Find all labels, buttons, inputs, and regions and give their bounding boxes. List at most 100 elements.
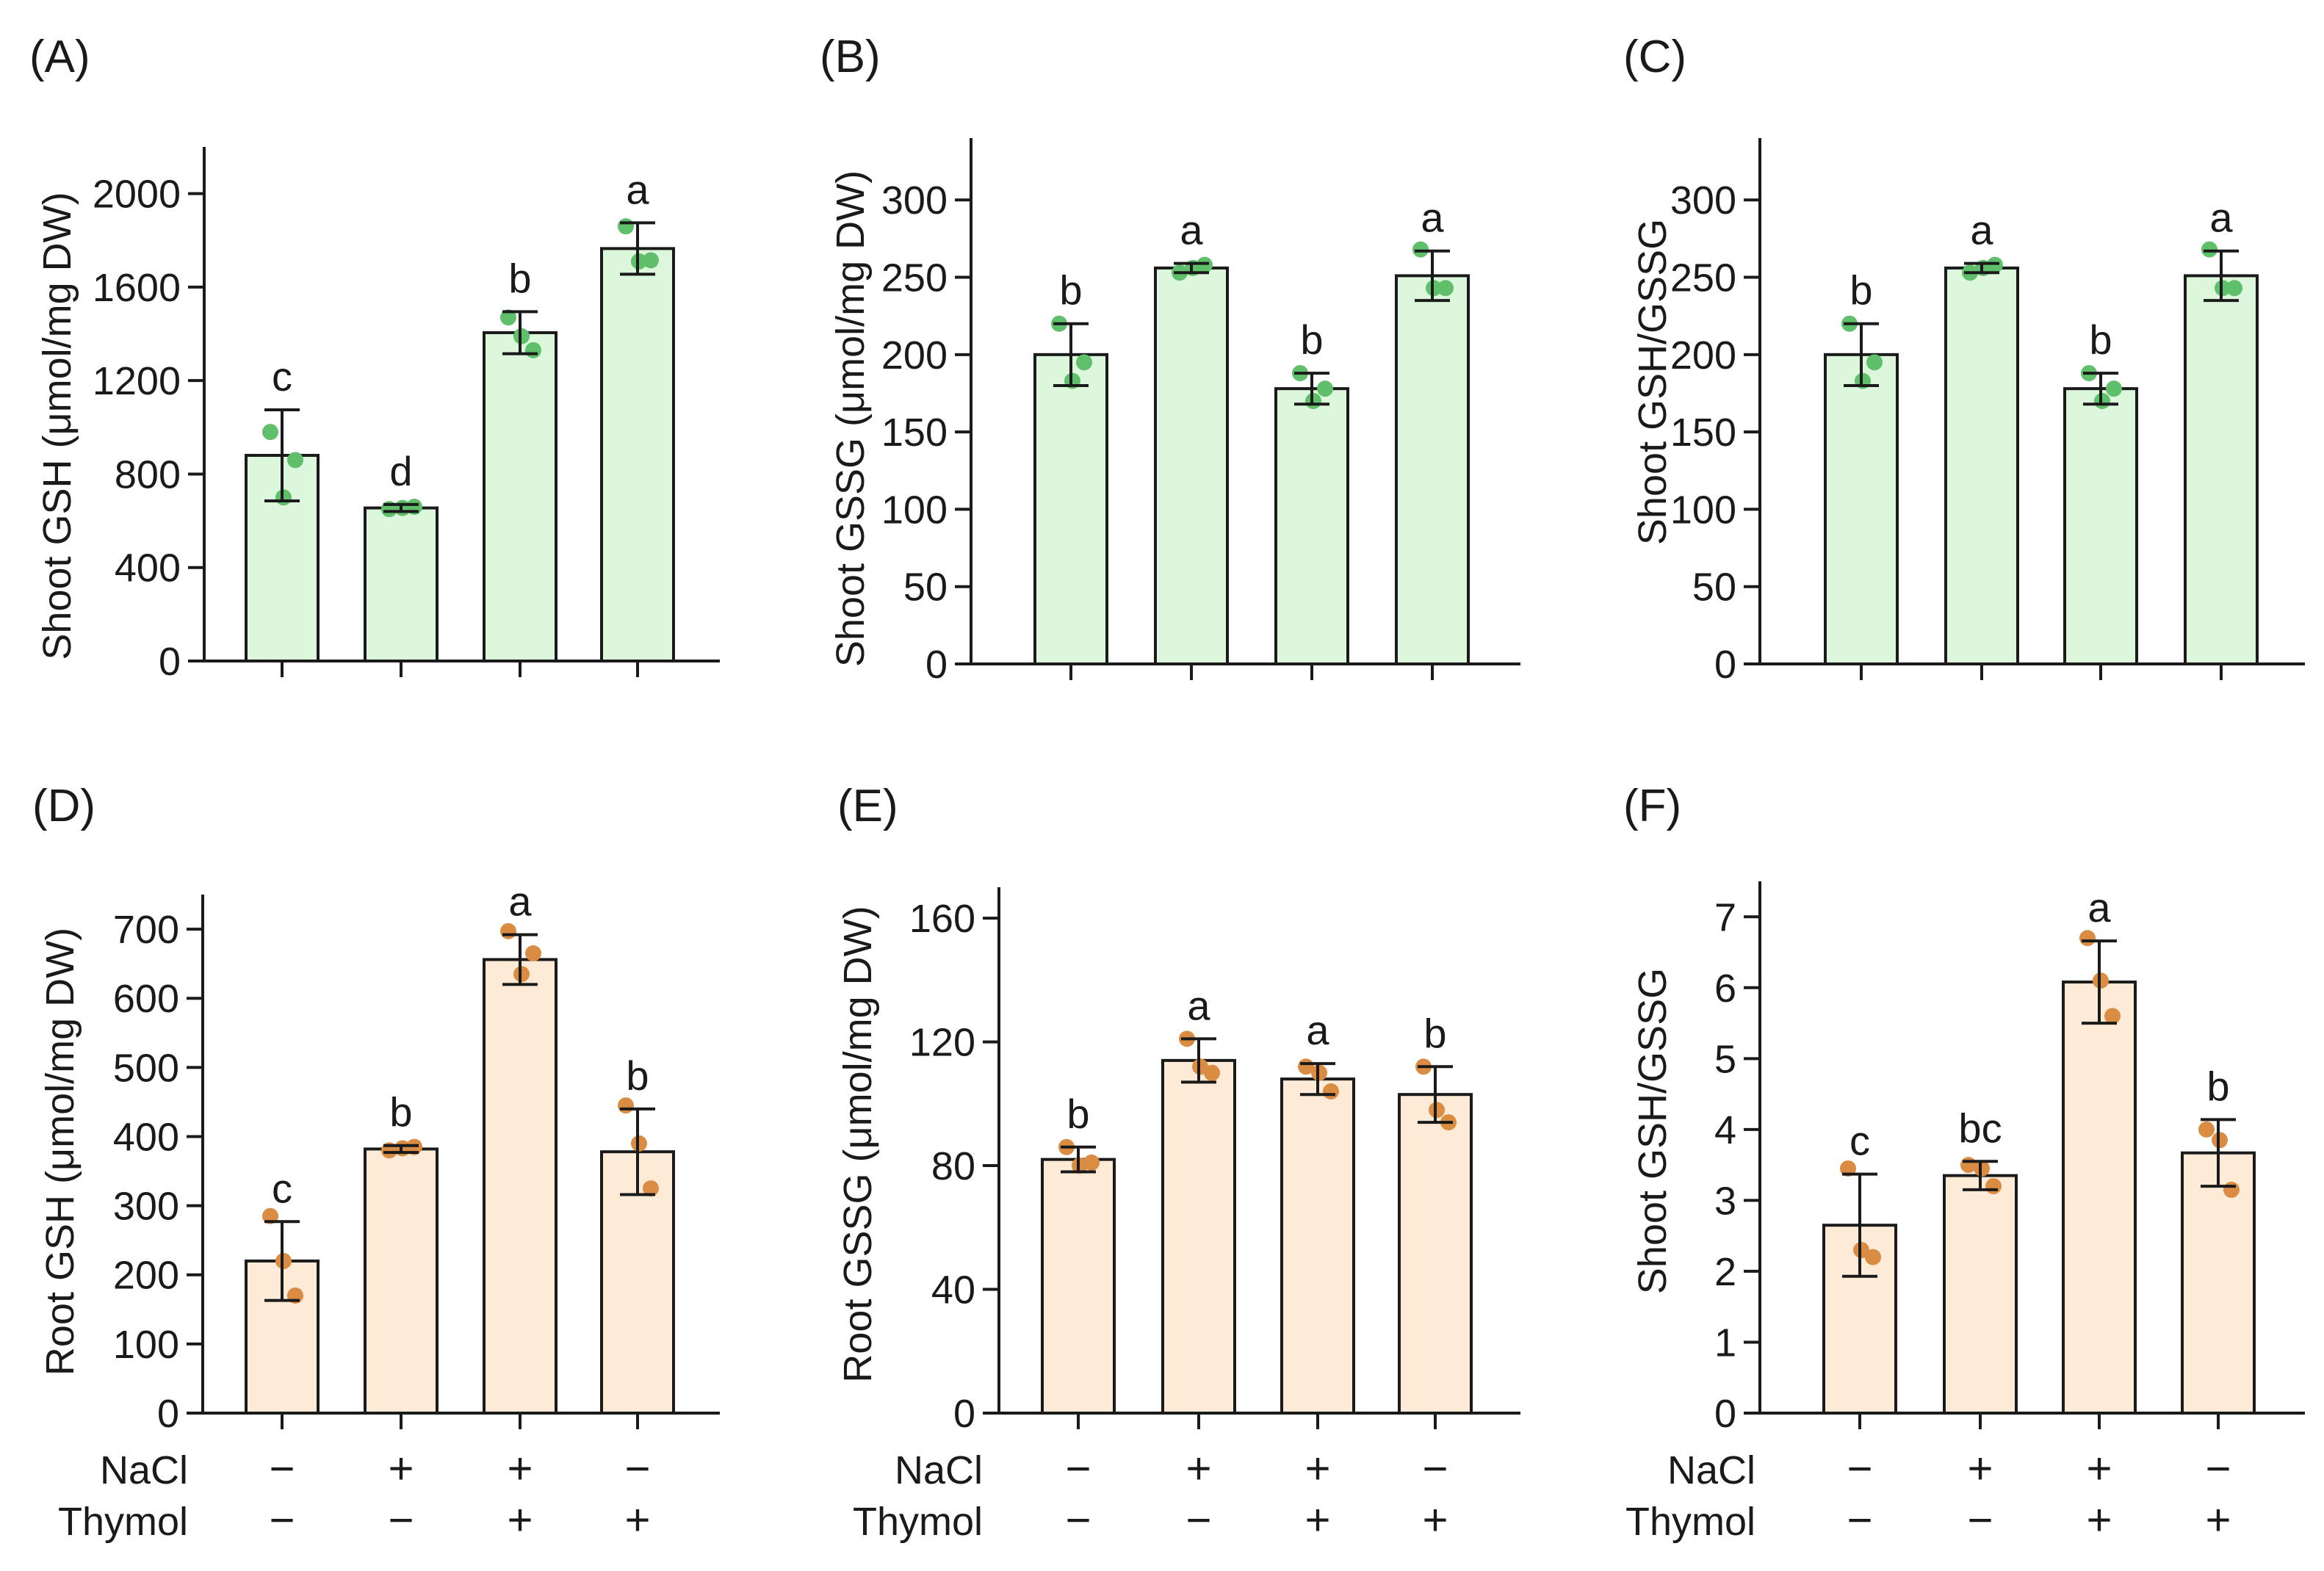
y-tick-label: 160: [909, 897, 975, 941]
nacl-sign: −: [624, 1444, 650, 1493]
data-point: [525, 945, 541, 962]
significance-letter: a: [2209, 195, 2233, 241]
data-point: [643, 1180, 659, 1197]
bar: [2062, 980, 2137, 1415]
nacl-sign: −: [1422, 1444, 1448, 1493]
bar: [1274, 387, 1349, 665]
significance-letter: a: [626, 166, 649, 212]
data-point: [1317, 380, 1333, 397]
bar: [2063, 387, 2138, 665]
y-tick-label: 1: [1714, 1321, 1736, 1365]
thymol-label-d: Thymol: [58, 1500, 188, 1544]
data-point: [287, 452, 303, 469]
y-tick-label: 250: [881, 256, 948, 300]
data-point: [1865, 1249, 1881, 1265]
significance-letter: b: [2089, 317, 2112, 363]
y-tick-label: 700: [113, 908, 179, 952]
data-point: [525, 342, 541, 358]
significance-letter: b: [2206, 1063, 2229, 1109]
data-point: [1323, 1083, 1339, 1099]
significance-letter: a: [508, 878, 532, 925]
nacl-label-f: NaCl: [1667, 1448, 1755, 1492]
significance-letter: a: [2087, 884, 2111, 931]
nacl-sign: +: [1304, 1444, 1330, 1493]
thymol-label-e: Thymol: [853, 1500, 983, 1544]
panel-label-e: (E): [837, 781, 898, 831]
significance-letter: b: [1423, 1010, 1446, 1056]
bar: [364, 506, 439, 662]
data-point: [2226, 280, 2242, 297]
data-point: [2201, 241, 2217, 258]
bar: [364, 1147, 439, 1415]
y-tick-label: 80: [931, 1144, 975, 1188]
data-point: [2198, 1121, 2215, 1138]
bar: [1154, 266, 1229, 665]
thymol-sign: −: [388, 1495, 414, 1545]
thymol-sign: +: [1304, 1495, 1330, 1545]
thymol-sign: −: [1186, 1495, 1211, 1545]
thymol-label-f: Thymol: [1625, 1500, 1755, 1544]
significance-letter: a: [1970, 207, 1993, 253]
nacl-sign: +: [2086, 1444, 2112, 1493]
y-tick-label: 0: [953, 1392, 975, 1436]
significance-letter: d: [389, 448, 412, 494]
y-tick-label: 1600: [93, 266, 181, 310]
thymol-sign: +: [624, 1495, 650, 1545]
significance-letter: b: [389, 1089, 412, 1135]
chart-panel-c: 0 50 100 150 200 250 300 b a b a: [1670, 138, 2305, 687]
significance-letter: b: [1059, 267, 1082, 314]
panel-label-f: (F): [1623, 781, 1681, 831]
nacl-label-d: NaCl: [100, 1448, 188, 1492]
data-point: [618, 1097, 634, 1114]
y-tick-label: 3: [1714, 1179, 1736, 1223]
bar: [600, 247, 675, 662]
data-point: [2104, 1008, 2121, 1025]
nacl-sign: +: [1967, 1444, 1993, 1493]
data-point: [1076, 354, 1092, 371]
y-tick-label: 7: [1714, 895, 1736, 939]
bar: [1161, 1058, 1236, 1415]
data-point: [1204, 1064, 1220, 1081]
y-tick-label: 400: [113, 1115, 179, 1159]
bar: [2181, 1151, 2256, 1415]
data-point: [1437, 280, 1454, 297]
data-point: [2106, 380, 2122, 397]
thymol-sign: +: [1422, 1495, 1448, 1545]
panel-label-b: (B): [820, 32, 881, 82]
y-tick-label: 0: [159, 640, 181, 684]
data-point: [262, 424, 278, 441]
data-point: [262, 1207, 278, 1224]
nacl-sign: −: [1847, 1444, 1872, 1493]
significance-letter: b: [626, 1052, 649, 1099]
y-axis-title-a: Shoot GSH (μmol/mg DW): [35, 192, 79, 660]
thymol-sign: −: [1967, 1495, 1993, 1545]
y-tick-label: 100: [113, 1323, 179, 1367]
significance-letter: c: [272, 353, 292, 400]
significance-letter: a: [1306, 1007, 1329, 1053]
y-tick-label: 2000: [93, 173, 181, 217]
y-axis-title-f: Shoot GSH/GSSG: [1631, 968, 1675, 1294]
y-tick-label: 600: [113, 977, 179, 1021]
y-tick-label: 50: [1692, 566, 1736, 610]
data-point: [1412, 241, 1429, 258]
y-tick-label: 500: [113, 1046, 179, 1090]
data-point: [2223, 1181, 2240, 1198]
y-axis-title-c: Shoot GSH/GSSG: [1631, 219, 1675, 545]
y-tick-label: 40: [931, 1268, 975, 1312]
y-tick-label: 2: [1714, 1250, 1736, 1294]
data-point: [1840, 1160, 1856, 1177]
y-tick-label: 200: [1670, 333, 1736, 378]
y-tick-label: 5: [1714, 1037, 1736, 1081]
y-tick-label: 0: [925, 643, 948, 687]
y-tick-label: 0: [157, 1392, 179, 1436]
y-tick-label: 150: [881, 411, 948, 455]
y-tick-label: 300: [1670, 178, 1736, 223]
bar: [1041, 1158, 1116, 1415]
bar: [1280, 1077, 1355, 1415]
bar: [1398, 1093, 1473, 1415]
y-axis-title-d: Root GSH (μmol/mg DW): [38, 928, 82, 1376]
thymol-sign: −: [1847, 1495, 1872, 1545]
bar: [1943, 1174, 2018, 1415]
nacl-sign: −: [269, 1444, 295, 1493]
